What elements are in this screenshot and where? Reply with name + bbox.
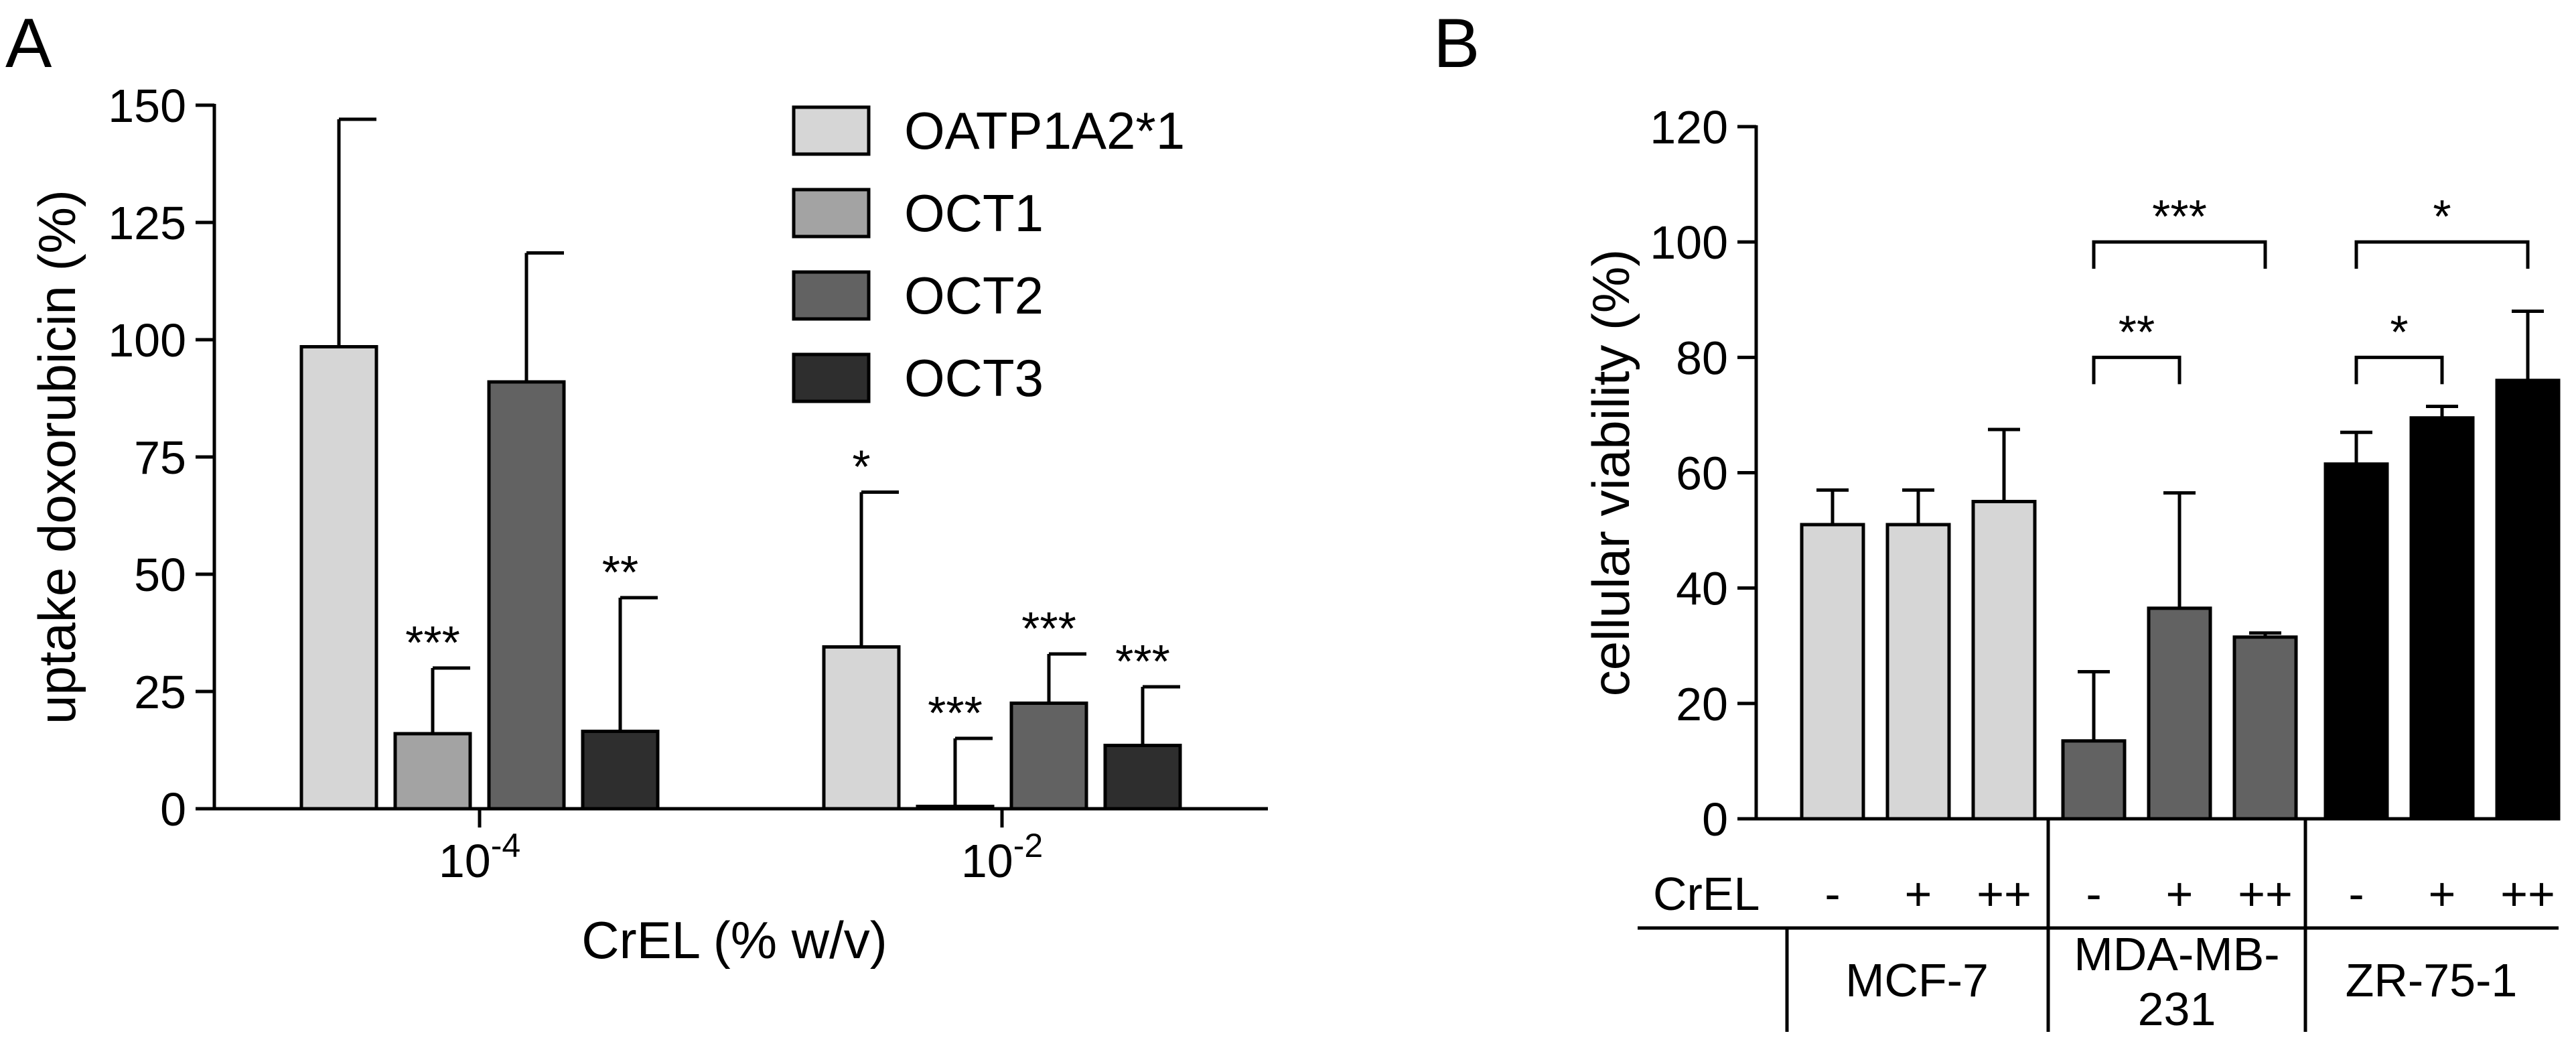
- legend-swatch: [792, 352, 871, 403]
- bar: [487, 380, 566, 811]
- y-tick-label: 125: [108, 197, 186, 249]
- x-axis-title: CrEL (% w/v): [581, 911, 887, 970]
- y-tick-label: 100: [1650, 216, 1728, 269]
- y-tick-label: 40: [1676, 563, 1728, 615]
- y-tick-label: 150: [108, 80, 186, 132]
- y-tick-label: 25: [134, 666, 186, 718]
- bar: [2061, 739, 2127, 821]
- significance-label: **: [2119, 306, 2155, 358]
- bar: [2323, 462, 2389, 821]
- bar: [2232, 635, 2298, 821]
- bar: [393, 732, 472, 811]
- y-tick-label: 80: [1676, 332, 1728, 384]
- y-axis-title: cellular viability (%): [1581, 249, 1640, 697]
- bar: [1103, 744, 1182, 811]
- legend-swatch: [792, 188, 871, 239]
- crel-dose-label: -: [2086, 868, 2101, 920]
- bar: [1971, 500, 2037, 821]
- crel-row-label: CrEL: [1653, 868, 1760, 920]
- bar: [1885, 523, 1951, 821]
- y-tick-label: 20: [1676, 678, 1728, 730]
- bar: [2409, 416, 2475, 821]
- significance-label: ***: [928, 687, 983, 739]
- bar: [822, 645, 901, 811]
- significance-label: **: [602, 546, 638, 598]
- bar: [581, 730, 660, 811]
- y-tick-label: 75: [134, 432, 186, 484]
- significance-bracket: [2092, 240, 2267, 269]
- y-tick-label: 100: [108, 314, 186, 367]
- legend-swatch: [792, 105, 871, 156]
- significance-label: *: [852, 441, 870, 493]
- cell-line-label: MCF-7: [1845, 954, 1989, 1006]
- legend-label: OCT3: [904, 348, 1044, 407]
- legend-label: OCT1: [904, 184, 1044, 243]
- legend-label: OCT2: [904, 266, 1044, 325]
- x-tick-label: 10-4: [439, 827, 520, 887]
- y-tick-label: 50: [134, 549, 186, 601]
- bar: [916, 805, 995, 811]
- x-tick-label: 10-2: [961, 827, 1043, 887]
- bar: [2147, 606, 2212, 821]
- significance-label: *: [2390, 306, 2408, 358]
- legend-swatch: [792, 270, 871, 321]
- y-axis-title: uptake doxorubicin (%): [27, 190, 86, 724]
- significance-bracket: [2354, 240, 2530, 269]
- y-tick-label: 60: [1676, 448, 1728, 500]
- bar: [2495, 379, 2561, 821]
- significance-label: ***: [1021, 602, 1076, 655]
- bar: [1800, 523, 1865, 821]
- crel-dose-label: +: [2429, 868, 2456, 920]
- cell-line-label: 231: [2138, 983, 2216, 1035]
- bar: [1009, 702, 1088, 811]
- crel-dose-label: -: [2348, 868, 2364, 920]
- significance-label: ***: [405, 616, 460, 669]
- significance-label: ***: [2152, 190, 2207, 243]
- significance-label: *: [2433, 190, 2451, 243]
- significance-bracket: [2354, 355, 2444, 385]
- panel-a-letter: A: [5, 5, 52, 82]
- crel-dose-label: ++: [2500, 868, 2555, 920]
- crel-dose-label: +: [2166, 868, 2194, 920]
- significance-label: ***: [1115, 635, 1170, 687]
- y-tick-label: 0: [1702, 793, 1728, 846]
- crel-dose-label: -: [1824, 868, 1840, 920]
- panel-b-letter: B: [1433, 5, 1480, 82]
- crel-dose-label: ++: [1977, 868, 2031, 920]
- significance-bracket: [2092, 355, 2181, 385]
- cell-line-label: ZR-75-1: [2346, 954, 2518, 1006]
- cell-line-label: MDA-MB-: [2074, 928, 2279, 980]
- crel-dose-label: ++: [2238, 868, 2293, 920]
- bar: [299, 345, 378, 811]
- y-tick-label: 120: [1650, 101, 1728, 153]
- y-tick-label: 0: [160, 783, 186, 836]
- crel-dose-label: +: [1905, 868, 1932, 920]
- legend-label: OATP1A2*1: [904, 101, 1185, 160]
